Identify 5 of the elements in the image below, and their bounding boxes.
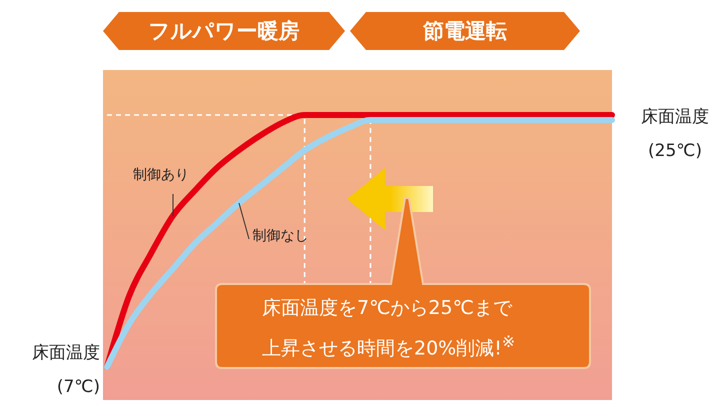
series-label: 制御なし bbox=[252, 227, 309, 246]
annotation: 床面温度を7℃から25℃まで上昇させる時間を20%削減!$^{※}$ bbox=[262, 296, 516, 362]
text: 床面温度 (25℃) bbox=[640, 106, 710, 163]
series-label: 制御あり bbox=[132, 166, 189, 184]
annotation: 床面温度 (7℃) bbox=[31, 342, 100, 399]
